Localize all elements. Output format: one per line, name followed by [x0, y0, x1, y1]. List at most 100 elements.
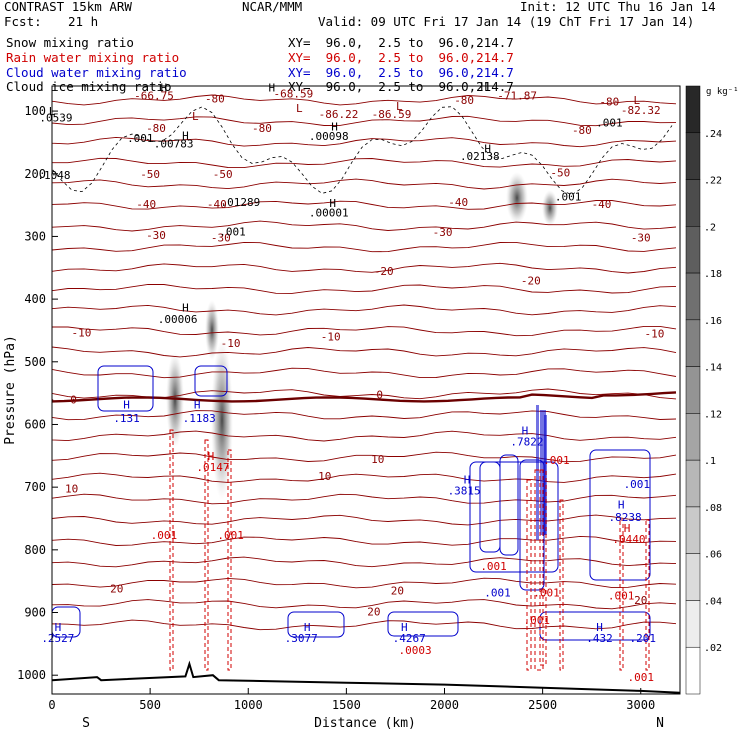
- extremum-label: H: [194, 398, 201, 411]
- isotherm-label: -30: [631, 232, 651, 245]
- extremum-label: H: [304, 621, 311, 634]
- x-tick-label: 1000: [234, 698, 263, 712]
- isotherm-line-11: [52, 325, 677, 337]
- ice-contour-line: [52, 106, 673, 210]
- isotherm-label: -10: [321, 331, 341, 344]
- rain-water-contour-6: [559, 499, 564, 671]
- extremum-label: .02138: [460, 150, 500, 163]
- x-tick-label: 0: [48, 698, 55, 712]
- rain-water-contour-4: [526, 479, 532, 671]
- isotherm-label: -80: [146, 122, 166, 135]
- isotherm-line-1: [52, 115, 677, 127]
- field-name-rain: Rain water mixing ratio: [6, 50, 180, 65]
- isotherm-label: -80: [572, 124, 592, 137]
- isotherm-label: 10: [371, 453, 384, 466]
- isotherm-label: -82.32: [621, 104, 661, 117]
- y-tick-label: 1000: [17, 668, 46, 682]
- terrain-line: [52, 660, 680, 694]
- isotherm-line-25: [52, 619, 677, 631]
- isotherm-label: -68.59: [274, 88, 314, 101]
- extremum-label: .00098: [309, 130, 349, 143]
- ice-shading-3: [506, 172, 528, 224]
- y-tick-label: 500: [24, 355, 46, 369]
- extremum-label: H: [123, 398, 130, 411]
- colorbar-unit: g kg⁻¹: [706, 87, 739, 97]
- cloud-water-contour-2: [469, 461, 559, 573]
- rain-water-contour-2: [227, 449, 232, 671]
- forecast-label: Fcst:: [4, 14, 42, 29]
- extremum-label: L: [296, 102, 303, 115]
- isotherm-label: -40: [448, 196, 468, 209]
- y-tick-label: 100: [24, 104, 46, 118]
- extremum-label: .001: [523, 614, 550, 627]
- valid-time: Valid: 09 UTC Fri 17 Jan 14 (19 ChT Fri …: [318, 14, 695, 29]
- colorbar-tick-label: .02: [704, 643, 722, 654]
- isotherm-label: -20: [374, 265, 394, 278]
- colorbar-segment: [685, 179, 701, 227]
- extremum-label: .001: [151, 529, 178, 542]
- extremum-label: .001: [217, 529, 244, 542]
- isotherm-line-2: [52, 136, 677, 148]
- colorbar-segment: [685, 226, 701, 274]
- extremum-label: L: [396, 100, 403, 113]
- cloud-water-core-0: [536, 405, 539, 540]
- field-xy-cloud-water: XY= 96.0, 2.5 to 96.0,214.7: [288, 65, 514, 80]
- isotherm-label: -10: [72, 326, 92, 339]
- x-tick-label: 2000: [430, 698, 459, 712]
- isotherm-line-12: [52, 346, 677, 358]
- field-xy-snow: XY= 96.0, 2.5 to 96.0,214.7: [288, 35, 514, 50]
- extremum-label: .001: [608, 590, 635, 603]
- extremum-label: L: [634, 94, 641, 107]
- extremum-label: H: [182, 301, 189, 314]
- x-axis-label: Distance (km): [314, 716, 416, 731]
- extremum-label: L: [192, 110, 199, 123]
- isotherm-line-13: [52, 367, 677, 379]
- extremum-label: .00783: [154, 138, 194, 151]
- field-name-snow: Snow mixing ratio: [6, 35, 134, 50]
- cloud-water-contour-4: [499, 454, 519, 556]
- extremum-label: H: [55, 621, 62, 634]
- extremum-label: .8238: [608, 511, 641, 524]
- extremum-label: .001: [219, 225, 246, 238]
- isotherm-label: -40: [136, 198, 156, 211]
- extremum-label: .3815: [448, 484, 481, 497]
- isotherm-label: -50: [550, 166, 570, 179]
- extremum-label: .001: [533, 586, 560, 599]
- colorbar-tick-label: .04: [704, 596, 722, 607]
- colorbar-segment: [685, 646, 701, 695]
- extremum-label: H: [484, 143, 491, 156]
- extremum-label: H: [268, 81, 275, 94]
- extremum-label: .001: [624, 478, 651, 491]
- extremum-label: H: [522, 425, 529, 438]
- isotherm-label: 20: [367, 605, 380, 618]
- isotherm-label: -10: [645, 328, 665, 341]
- cloud-water-contour-9: [387, 611, 459, 637]
- extremum-label: .00006: [158, 313, 198, 326]
- extremum-label: .1048: [37, 169, 70, 182]
- extremum-label: .131: [113, 412, 140, 425]
- extremum-label: .01289: [221, 196, 261, 209]
- isotherm-line-22: [52, 556, 677, 568]
- isotherm-line-0: [52, 94, 677, 106]
- isotherm-label: -80: [454, 94, 474, 107]
- isotherm-label: 20: [110, 583, 123, 596]
- isotherm-line-16: [52, 430, 677, 442]
- isotherm-line-18: [52, 472, 677, 483]
- isotherm-label: -30: [146, 229, 166, 242]
- isotherm-label: -86.59: [372, 108, 412, 121]
- isotherm-line-9: [52, 283, 677, 294]
- extremum-label: H: [161, 81, 168, 94]
- colorbar-segment: [685, 553, 701, 601]
- extremum-label: .001: [484, 586, 511, 599]
- colorbar-tick-label: .22: [704, 176, 722, 187]
- isotherm-label: -80: [205, 93, 225, 106]
- colorbar-segment: [685, 413, 701, 461]
- y-tick-label: 900: [24, 606, 46, 620]
- cloud-water-contour-8: [287, 611, 345, 638]
- extremum-label: H: [624, 522, 631, 535]
- isotherm-label: 20: [391, 585, 404, 598]
- isotherm-label: -80: [599, 96, 619, 109]
- x-end-label-south: S: [82, 716, 90, 731]
- cloud-water-contour-1: [194, 365, 228, 397]
